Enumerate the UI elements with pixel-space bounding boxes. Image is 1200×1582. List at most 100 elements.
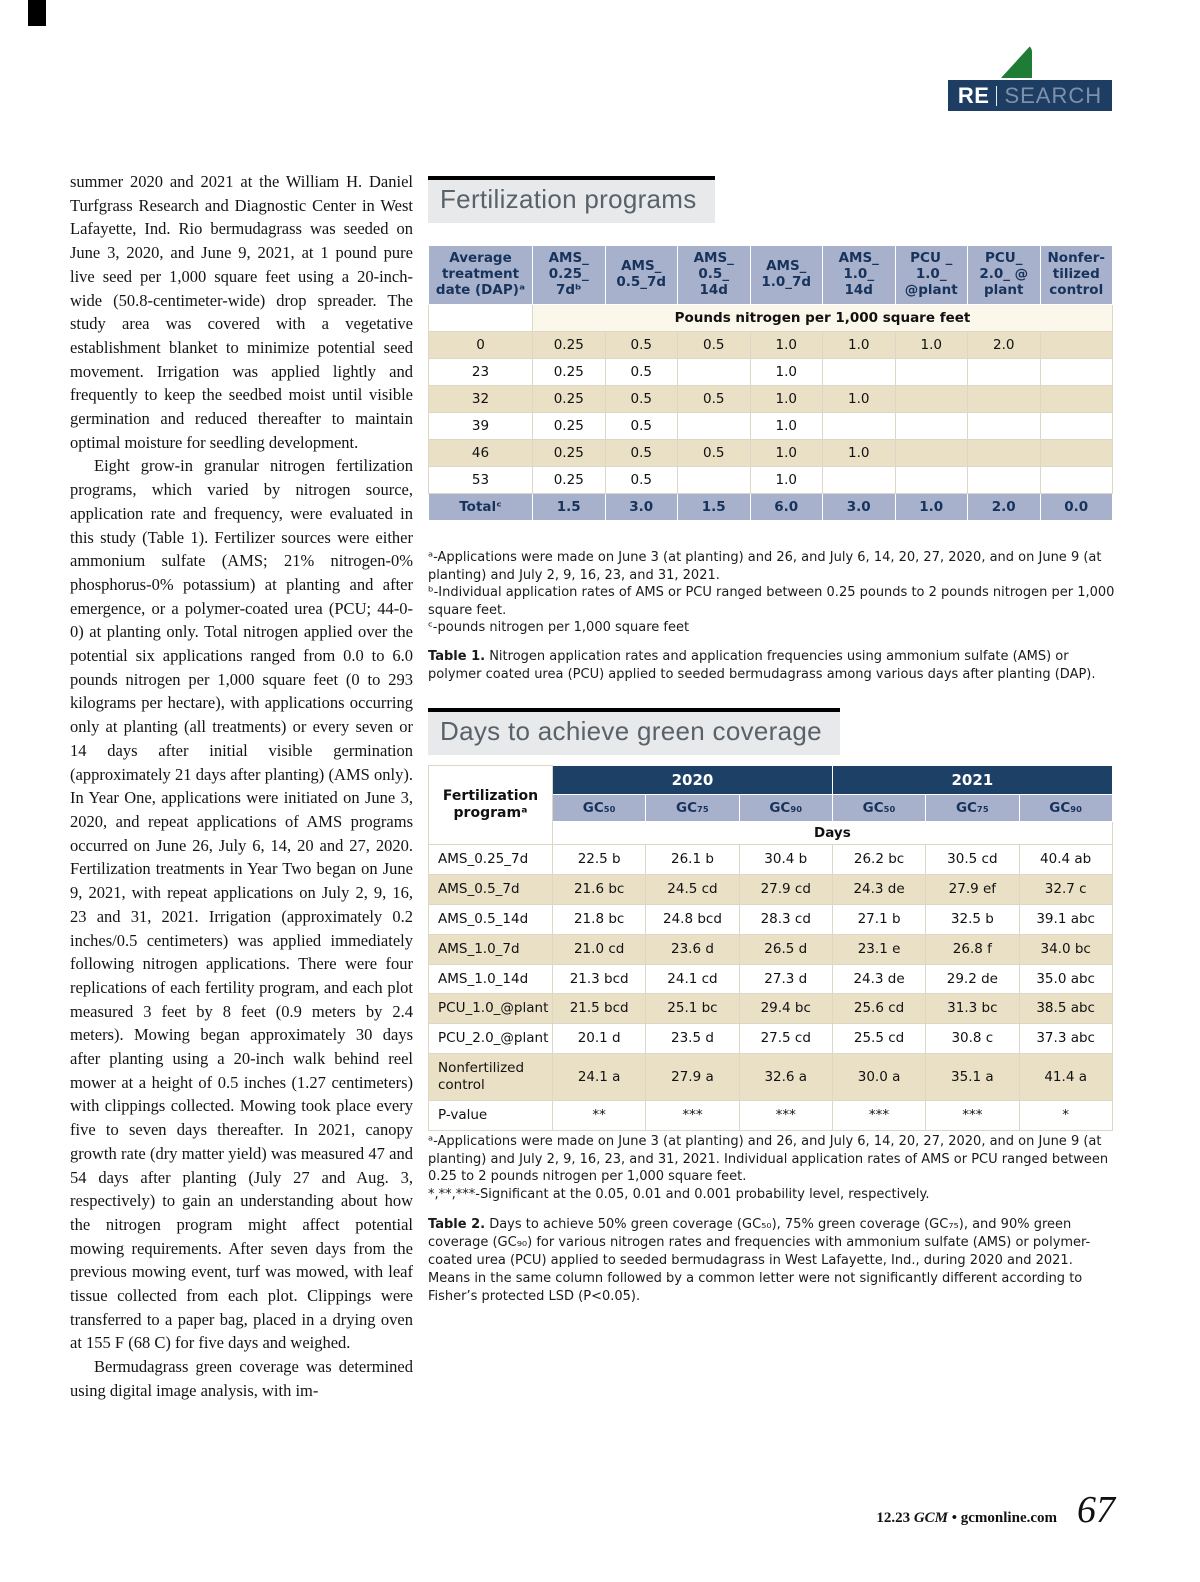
article-column: summer 2020 and 2021 at the William H. D… (70, 170, 413, 1403)
table-cell: 41.4 a (1018, 1053, 1113, 1101)
table-cell (894, 384, 968, 413)
table-cell: 0.5 (604, 411, 678, 440)
table2-caption: Table 2. Days to achieve 50% green cover… (428, 1216, 1116, 1306)
banner-search-label: SEARCH (1004, 82, 1103, 108)
table-cell (1039, 330, 1113, 359)
table-cell: 1.0 (749, 330, 823, 359)
table-cell: 0.25 (532, 438, 606, 467)
table-cell (967, 465, 1041, 494)
table-row: AMS_0.25_7d 22.5 b 26.1 b 30.4 b 26.2 bc 30.5… (428, 844, 1113, 875)
total-value: 3.0 (822, 492, 896, 521)
table-cell (1039, 438, 1113, 467)
table-cell: 0.5 (677, 384, 751, 413)
table-cell: 28.3 cd (738, 903, 833, 935)
table1-caption: Table 1. Nitrogen application rates and … (428, 648, 1116, 684)
fertilization-programs-table: Average treatment date (DAP)ᵃ AMS_ 0.25_… (428, 245, 1113, 521)
table-cell: 0.5 (677, 330, 751, 359)
table-cell: 23 (428, 357, 533, 386)
table-cell: P-value (428, 1099, 553, 1131)
table-cell: 25.1 bc (645, 993, 740, 1025)
table1-header-row: Average treatment date (DAP)ᵃ AMS_ 0.25_… (428, 245, 1113, 305)
gc-column-header: GC₇₅ (925, 794, 1020, 822)
table-cell: 37.3 abc (1018, 1023, 1113, 1055)
table1-body: 0 0.25 0.5 0.5 1.0 1.0 1.0 2.0 23 0.25 0.5 1.0 32 0.2… (428, 330, 1113, 494)
table-cell: 0.5 (604, 438, 678, 467)
article-paragraph: Bermudagrass green coverage was determin… (70, 1357, 413, 1400)
caption-text: Nitrogen application rates and applicati… (428, 649, 1096, 682)
table-cell: 32 (428, 384, 533, 413)
section-title-text: Days to achieve green coverage (440, 716, 822, 746)
table-cell: AMS_0.25_7d (428, 844, 553, 875)
table1-subheader-row: Pounds nitrogen per 1,000 square feet (428, 303, 1113, 332)
table-cell: PCU_2.0_@plant (428, 1023, 553, 1055)
table-cell: 0.5 (604, 384, 678, 413)
caption-label: Table 1. (428, 649, 486, 664)
column-header: AMS_ 0.5_ 14d (677, 245, 751, 305)
table-row: 0 0.25 0.5 0.5 1.0 1.0 1.0 2.0 (428, 330, 1113, 359)
table-cell (967, 438, 1041, 467)
footer-issue: 12.23 (876, 1510, 914, 1526)
caption-label: Table 2. (428, 1217, 486, 1232)
table1-footnotes: ᵃ-Applications were made on June 3 (at p… (428, 549, 1116, 637)
table-cell: 30.0 a (831, 1053, 927, 1101)
table-cell: 27.9 a (645, 1053, 740, 1101)
footnote: ᶜ-pounds nitrogen per 1,000 square feet (428, 620, 690, 636)
table-cell: 24.5 cd (645, 873, 740, 905)
table-row: AMS_1.0_14d 21.3 bcd 24.1 cd 27.3 d 24.3 de 2… (428, 963, 1113, 995)
table-cell: 34.0 bc (1018, 933, 1113, 965)
table-cell (822, 357, 896, 386)
table-cell (967, 357, 1041, 386)
table2-body: AMS_0.25_7d 22.5 b 26.1 b 30.4 b 26.2 bc 30.5… (428, 844, 1113, 1131)
corner-mark (28, 0, 46, 26)
table-cell: 21.5 bcd (551, 993, 647, 1025)
table-cell: 32.5 b (925, 903, 1020, 935)
table-cell (894, 465, 968, 494)
table-cell: 1.0 (822, 384, 896, 413)
total-value: 6.0 (749, 492, 823, 521)
table-cell: 30.8 c (925, 1023, 1020, 1055)
table-row: P-value ** *** *** *** *** * (428, 1099, 1113, 1131)
table-cell: *** (738, 1099, 833, 1131)
total-value: 2.0 (967, 492, 1041, 521)
table-cell: 30.5 cd (925, 844, 1020, 875)
table-cell: 0.5 (604, 357, 678, 386)
total-label: Totalᶜ (428, 492, 533, 521)
days-subheader: Days (552, 821, 1113, 845)
article-paragraph: Eight grow-in granular nitrogen fertiliz… (70, 456, 413, 1353)
table-row: 39 0.25 0.5 1.0 (428, 411, 1113, 440)
table-cell: 39.1 abc (1018, 903, 1113, 935)
table-cell: 35.0 abc (1018, 963, 1113, 995)
column-header: PCU _ 1.0_ @plant (894, 245, 968, 305)
table-cell: 29.4 bc (738, 993, 833, 1025)
table-cell: 24.3 de (831, 963, 927, 995)
table-cell (1039, 357, 1113, 386)
table-cell: 1.0 (749, 357, 823, 386)
table-cell: 1.0 (749, 465, 823, 494)
empty-cell (428, 303, 533, 332)
table-cell: *** (925, 1099, 1020, 1131)
page-footer: 12.23 GCM • gcmonline.com 67 (876, 1488, 1115, 1532)
column-header: Average treatment date (DAP)ᵃ (428, 245, 533, 305)
table-cell (677, 411, 751, 440)
table-cell: 24.1 a (551, 1053, 647, 1101)
table-cell: 24.1 cd (645, 963, 740, 995)
table-cell: 40.4 ab (1018, 844, 1113, 875)
year-header-2020: 2020 (552, 765, 833, 795)
footnote: ᵃ-Applications were made on June 3 (at p… (428, 550, 1102, 583)
table-cell: 53 (428, 465, 533, 494)
table-row: PCU_2.0_@plant 20.1 d 23.5 d 27.5 cd 25.5 cd… (428, 1023, 1113, 1055)
table-cell (894, 411, 968, 440)
column-header: AMS_ 1.0_ 14d (822, 245, 896, 305)
page-number: 67 (1077, 1489, 1115, 1531)
table2-days-subheader-row: Days (429, 821, 1113, 845)
table-row: AMS_1.0_7d 21.0 cd 23.6 d 26.5 d 23.1 e 26.8 … (428, 933, 1113, 965)
table-cell: 2.0 (967, 330, 1041, 359)
gc-column-header: GC₉₀ (738, 794, 833, 822)
column-header: AMS_ 0.25_ 7dᵇ (532, 245, 606, 305)
gc-column-header: GC₇₅ (645, 794, 740, 822)
table-cell: AMS_1.0_14d (428, 963, 553, 995)
table-row: 23 0.25 0.5 1.0 (428, 357, 1113, 386)
